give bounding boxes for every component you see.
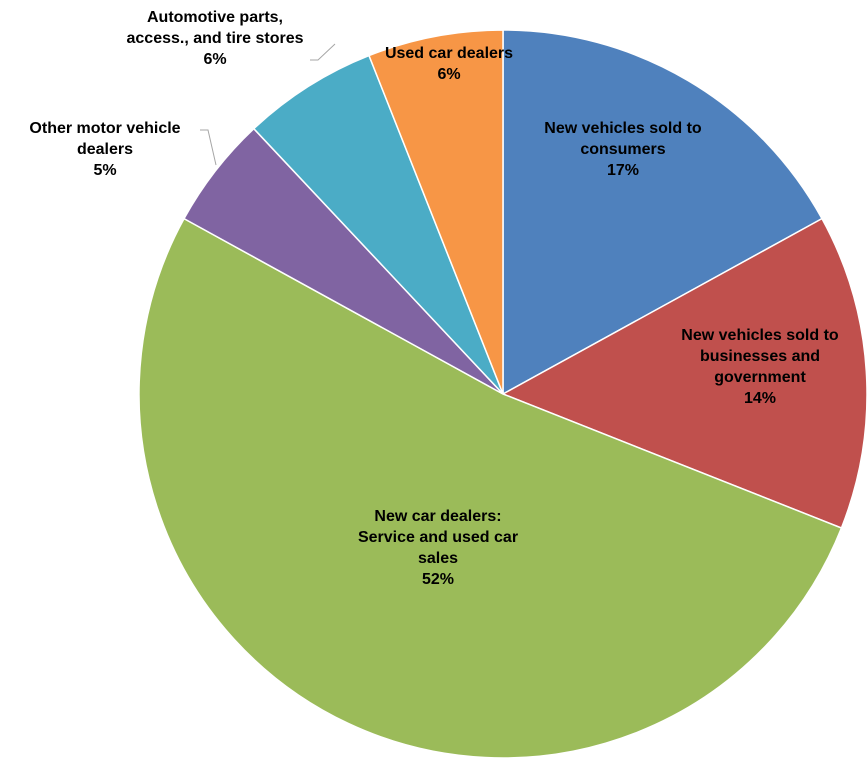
slice-percent-label: 17% [607,162,639,179]
slice-label-2: New vehicles sold to businesses and govern… [681,327,839,407]
slice-label-5: Automotive parts, access., and tire store… [127,9,304,68]
slice-name-label: New vehicles sold to [544,120,702,137]
pie-slice-6 [368,29,504,395]
pie-slice-2 [501,217,867,529]
pie-slice-3 [138,217,843,759]
slice-name-label: government [714,369,806,386]
slice-label-1: New vehicles sold to consumers 17% [544,120,702,179]
slice-label-4: Other motor vehicle dealers 5% [29,120,180,179]
leader-lines-layer [200,43,336,166]
pie-slice-1 [502,29,823,396]
slice-name-label: consumers [580,141,665,158]
slices-layer [138,29,867,759]
slice-name-label: access., and tire stores [127,30,304,47]
slice-name-label: Service and used car [358,529,518,546]
slice-name-label: Other motor vehicle [29,120,180,137]
slice-name-label: businesses and [700,348,820,365]
slice-label-6: Used car dealers 6% [385,45,513,83]
slice-name-label: New vehicles sold to [681,327,839,344]
slice-name-label: sales [418,550,458,567]
slice-name-label: Used car dealers [385,45,513,62]
pie-slice-5 [252,54,504,395]
slice-name-label: dealers [77,141,133,158]
slice-name-label: Automotive parts, [147,9,283,26]
slice-percent-label: 6% [437,66,460,83]
leader-line-4 [200,129,217,166]
slice-name-label: New car dealers: [374,508,501,525]
slice-percent-label: 5% [93,162,116,179]
slice-percent-label: 14% [744,390,776,407]
slice-percent-label: 52% [422,571,454,588]
slice-label-3: New car dealers: Service and used car sale… [358,508,518,588]
leader-line-5 [310,43,336,61]
slice-percent-label: 6% [203,51,226,68]
